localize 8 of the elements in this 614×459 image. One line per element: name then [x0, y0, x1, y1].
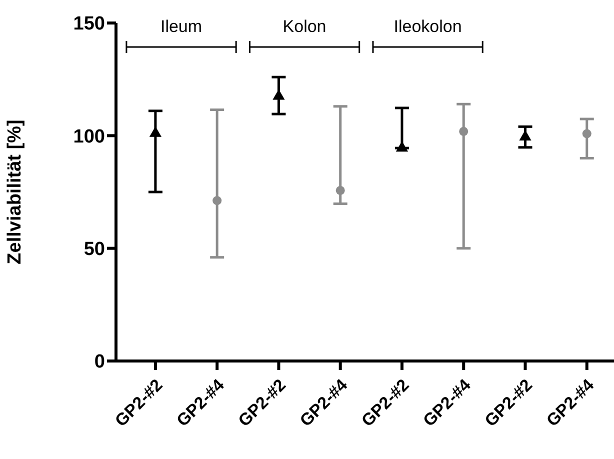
y-tick-label: 150	[73, 14, 105, 35]
annotation: Ileum	[160, 17, 202, 36]
y-tick-label: 0	[94, 352, 105, 373]
y-axis-title: Zellviabilität [%]	[4, 120, 26, 264]
annotation: Ileokolon	[394, 17, 462, 36]
y-tick-label: 100	[73, 126, 105, 148]
annotation: Kolon	[282, 17, 326, 36]
y-tick-label: 50	[84, 239, 105, 260]
